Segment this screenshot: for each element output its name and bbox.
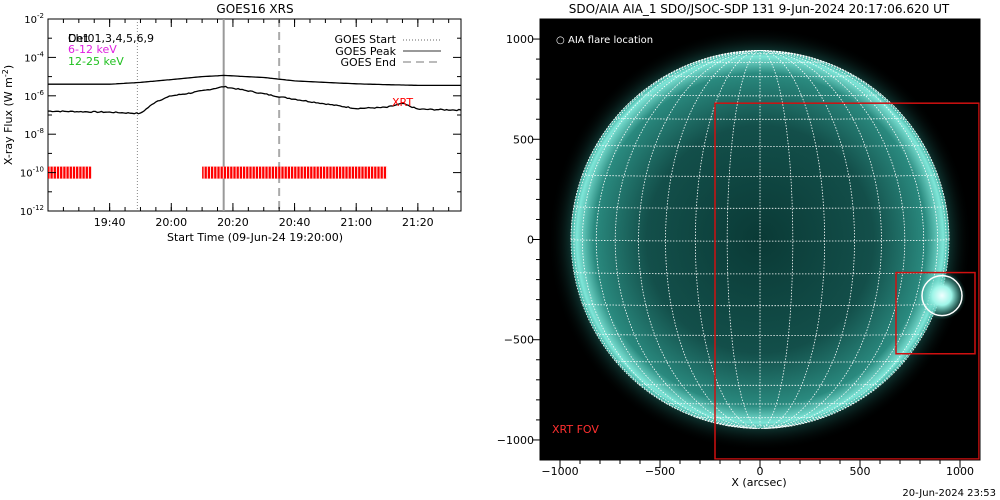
legend-12-25kev: 12-25 keV — [68, 55, 124, 68]
xrt-fov-box — [714, 102, 980, 460]
aia-legend-text: AIA flare location — [568, 35, 653, 46]
y-tick-label: 10-10 — [20, 166, 44, 180]
flare-brightening — [918, 271, 966, 320]
goes-title: GOES16 XRS — [216, 2, 293, 16]
aia-x-axis: −1000 −500 0 500 1000 — [541, 460, 974, 478]
goes-panel: GOES16 XRS 10-12 10-10 10-8 10-6 10-4 10-2 19… — [1, 2, 462, 244]
x-tick-label: 20:40 — [279, 216, 311, 229]
aia-x-tick-label: −500 — [645, 465, 675, 478]
legend-overlap-text: Ch1 — [68, 32, 90, 45]
longitude-line — [573, 50, 761, 429]
aia-title: SDO/AIA AIA_1 SDO/JSOC-SDP 131 9-Jun-202… — [569, 2, 950, 16]
latitude-line — [596, 333, 924, 336]
longitude-line — [759, 50, 794, 429]
latitude-line — [665, 75, 855, 78]
longitude-line — [726, 50, 761, 429]
longitude-line — [759, 50, 906, 429]
goes-plot-frame — [47, 18, 462, 212]
latitude-line — [582, 303, 938, 307]
aia-y-tick-label: 500 — [513, 133, 534, 146]
xrt-zoom-box — [895, 271, 976, 355]
aia-y-tick-label: 1000 — [506, 33, 534, 46]
goes-x-axis: 19:40 20:00 20:20 20:40 21:00 21:20 — [62, 19, 450, 229]
heliographic-grid — [570, 50, 950, 429]
footer-timestamp: 20-Jun-2024 23:53 — [902, 488, 996, 499]
aia-x-tick-label: 0 — [757, 465, 764, 478]
x-tick-label: 20:20 — [217, 216, 249, 229]
x-tick-label: 20:00 — [155, 216, 187, 229]
longitude-line — [759, 50, 825, 429]
aia-y-tick-label: 0 — [527, 234, 534, 247]
longitude-line — [665, 50, 761, 429]
flare-location-marker — [921, 274, 963, 317]
longitude-line — [595, 50, 761, 429]
aia-y-tick-label: −1000 — [497, 434, 534, 447]
y-tick-label: 10-4 — [24, 50, 44, 64]
aia-panel: SDO/AIA AIA_1 SDO/JSOC-SDP 131 9-Jun-202… — [497, 2, 981, 489]
aia-y-tick-label: −500 — [504, 334, 534, 347]
longitude-line — [581, 50, 761, 429]
goes-x-axis-label: Start Time (09-Jun-24 19:20:00) — [167, 231, 343, 244]
y-tick-label: 10-12 — [20, 204, 44, 218]
x-tick-label: 19:40 — [94, 216, 126, 229]
longitude-line — [695, 50, 761, 429]
goes-y-axis-label: X-ray Flux (W m-2) — [1, 65, 16, 165]
x-tick-label: 21:20 — [402, 216, 434, 229]
longitude-line — [614, 50, 761, 429]
goes-plot-area — [47, 19, 462, 211]
xrt-label: XRT — [392, 96, 413, 109]
longitude-line — [759, 50, 925, 429]
goes-series-2 — [47, 85, 462, 115]
aia-image — [548, 27, 980, 460]
y-tick-label: 10-6 — [24, 89, 44, 103]
y-tick-label: 10-2 — [24, 12, 44, 26]
legend-6-12kev: 6-12 keV — [68, 43, 117, 56]
longitude-line — [759, 50, 882, 429]
legend-goes-start: GOES Start — [335, 33, 397, 46]
longitude-line — [638, 50, 761, 429]
latitude-line — [638, 94, 882, 97]
aia-x-tick-label: 500 — [850, 465, 871, 478]
legend-goes-peak: GOES Peak — [335, 45, 396, 58]
goes-series-1 — [48, 74, 461, 87]
aia-x-axis-label: X (arcsec) — [731, 476, 786, 489]
goes-y-axis: 10-12 10-10 10-8 10-6 10-4 10-2 — [20, 12, 461, 218]
aia-x-tick-label: 1000 — [946, 465, 974, 478]
x-tick-label: 21:00 — [340, 216, 372, 229]
y-tick-label: 10-8 — [24, 127, 44, 141]
longitude-line — [759, 50, 947, 429]
legend-goes-end: GOES End — [340, 56, 396, 69]
xrt-coverage-segment — [202, 166, 388, 179]
aia-y-axis: −1000 −500 0 500 1000 — [497, 33, 540, 447]
xrt-fov-label: XRT FOV — [552, 423, 599, 436]
longitude-line — [759, 50, 855, 429]
aia-legend-symbol: ○ — [556, 35, 565, 46]
aia-x-tick-label: −1000 — [541, 465, 578, 478]
limb-line — [570, 50, 950, 429]
longitude-line — [759, 50, 939, 429]
solar-disk — [571, 50, 949, 429]
legend-detectors: Det01,3,4,5,6,9 — [68, 32, 154, 45]
